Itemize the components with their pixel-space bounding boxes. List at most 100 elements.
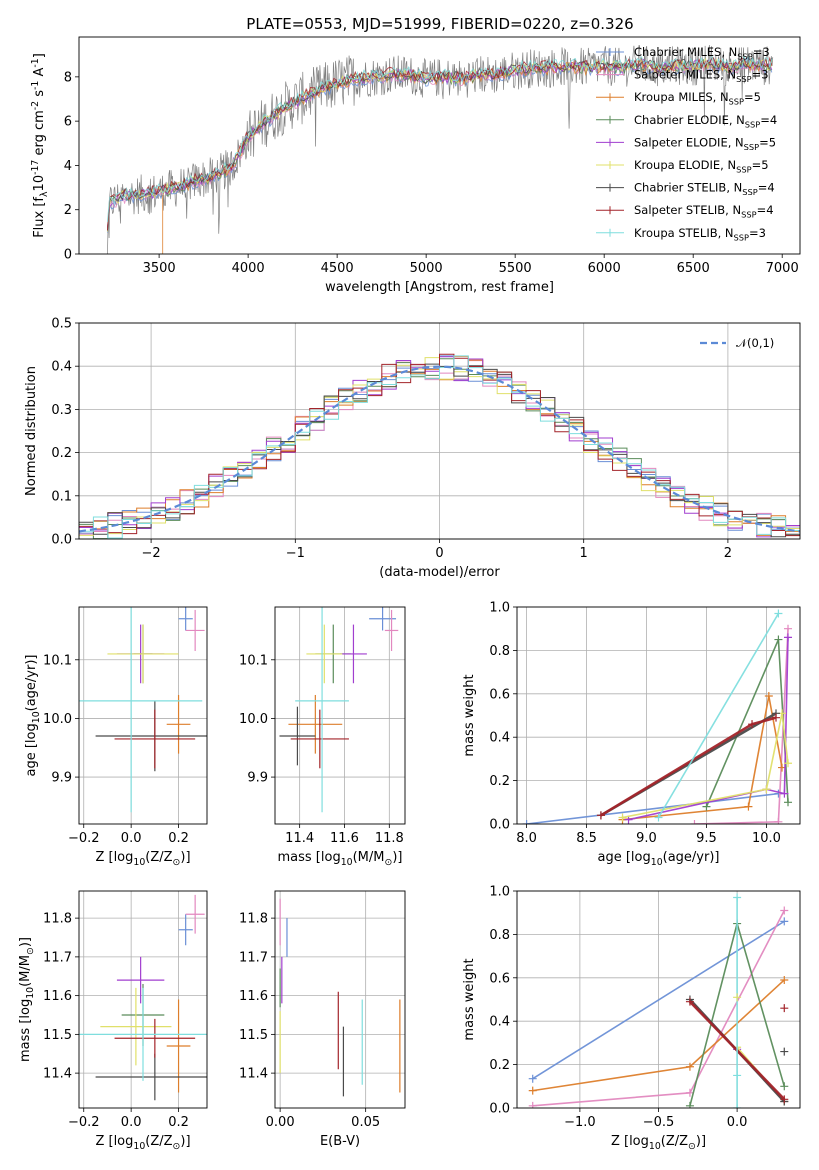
label-segment: 10 — [133, 1141, 145, 1152]
y-tick-label: 10.1 — [43, 653, 72, 668]
label-segment: Chabrier MILES, N — [634, 45, 737, 59]
y-tick-label: 0.1 — [51, 489, 72, 504]
x-tick-label: 10.0 — [752, 831, 781, 846]
weight-marker — [685, 1062, 694, 1071]
x-tick-label: 8.0 — [516, 831, 537, 846]
weight-marker — [780, 1095, 789, 1104]
x-tick-label: 11.8 — [375, 831, 404, 846]
label-segment: SSP — [729, 97, 744, 107]
y-tick-label: 0.6 — [489, 687, 510, 702]
weight-marker — [596, 811, 605, 820]
weight-marker — [784, 798, 793, 807]
y-tick-label: 0.2 — [489, 774, 510, 789]
x-tick-label: 5500 — [499, 261, 532, 276]
y-tick-label: 1.0 — [489, 885, 510, 900]
label-segment: 10 — [32, 175, 47, 192]
x-tick-label: 0.0 — [727, 1115, 748, 1130]
label-segment: Salpeter STELIB, N — [634, 203, 741, 217]
label-segment: SSP — [736, 74, 751, 84]
weight-marker — [762, 785, 771, 794]
label-segment: erg cm — [32, 110, 47, 159]
weight-line — [705, 639, 789, 807]
legend-label: Chabrier STELIB, NSSP=4 — [634, 181, 775, 197]
label-segment: Kroupa MILES, N — [634, 90, 729, 104]
x-tick-label: 9.0 — [636, 831, 657, 846]
y-tick-label: 11.5 — [239, 1028, 268, 1043]
weight-marker — [764, 691, 773, 700]
weight-marker — [780, 975, 789, 984]
weight-marker — [733, 893, 742, 902]
weight-line — [526, 792, 779, 824]
y-axis-label: mass [log10(M/M⊙)] — [18, 937, 36, 1062]
x-tick-label: 4000 — [232, 261, 265, 276]
y-axis-label: Normed distribution — [24, 366, 39, 496]
label-segment: )] — [18, 937, 33, 947]
label-segment: Kroupa STELIB, N — [634, 226, 734, 240]
legend-label: Salpeter STELIB, NSSP=4 — [634, 203, 774, 219]
y-tick-label: 9.9 — [247, 771, 268, 786]
label-segment: 10 — [649, 1141, 661, 1152]
weight-marker — [702, 802, 711, 811]
weight-marker — [744, 802, 753, 811]
weight-marker — [528, 1101, 537, 1108]
x-tick-label: −1.0 — [564, 1115, 596, 1130]
label-segment: =3 — [752, 68, 769, 82]
x-tick-label: 0.00 — [266, 1115, 295, 1130]
normal-curve — [79, 365, 800, 533]
x-tick-label: 3500 — [143, 261, 176, 276]
x-tick-label: 4500 — [321, 261, 354, 276]
weight-marker — [774, 609, 783, 618]
x-axis-label: Z [log10(Z/Z⊙)] — [95, 850, 190, 868]
x-tick-label: 2 — [724, 546, 732, 561]
histogram-step — [79, 355, 800, 539]
label-segment: age [log — [24, 723, 39, 776]
axes-frame — [78, 36, 801, 255]
x-tick-label: 1 — [580, 546, 588, 561]
weight-marker — [618, 813, 627, 822]
y-tick-label: 0.3 — [51, 403, 72, 418]
label-segment: =3 — [749, 226, 766, 240]
weight-marker — [774, 817, 783, 824]
axes-frame — [78, 322, 801, 540]
plot-area — [279, 898, 401, 1097]
label-segment: Chabrier ELODIE, N — [634, 113, 745, 127]
y-tick-label: 0.0 — [489, 818, 510, 833]
x-axis-label: age [log10(age/yr)] — [598, 850, 720, 868]
x-tick-label: 0.0 — [121, 831, 142, 846]
y-tick-label: 0.2 — [489, 1058, 510, 1073]
x-axis-label: mass [log10(M/M⊙)] — [278, 850, 403, 868]
y-tick-label: 0.5 — [51, 317, 72, 332]
axes-frame — [274, 890, 406, 1109]
label-segment: )] — [696, 1134, 706, 1149]
x-axis-label: (data-model)/error — [379, 565, 500, 580]
label-segment: -1 — [30, 81, 41, 90]
mass-vs-ebv-panel: 0.00 0.05 11.4 11.5 11.6 11.7 11.8 E(B-V) — [239, 890, 406, 1149]
label-segment: SSP — [742, 187, 757, 197]
y-tick-label: 10.0 — [43, 712, 72, 727]
weight-marker — [685, 1101, 694, 1108]
label-segment: (M/M — [18, 955, 33, 987]
y-tick-label: 0.0 — [51, 533, 72, 548]
y-tick-label: 8 — [64, 70, 72, 85]
age-vs-mass-panel: 11.4 11.6 11.8 9.9 10.0 10.1 mass [log10(M/M⊙)… — [239, 606, 406, 868]
weight-marker — [780, 906, 789, 915]
label-segment: ⊙ — [25, 947, 36, 955]
y-tick-label: 10.1 — [239, 653, 268, 668]
label-segment: 10 — [31, 711, 42, 723]
weight-marker — [780, 1082, 789, 1091]
figure-title: PLATE=0553, MJD=51999, FIBERID=0220, z=0… — [246, 15, 633, 33]
x-tick-label: 11.4 — [285, 831, 314, 846]
y-tick-label: 0.4 — [51, 360, 72, 375]
x-axis-label: Z [log10(Z/Z⊙)] — [611, 1134, 706, 1152]
label-segment: age [log — [598, 850, 651, 865]
label-segment: (Z/Z — [145, 850, 172, 865]
x-tick-label: −0.5 — [643, 1115, 675, 1130]
y-tick-label: 11.6 — [43, 989, 72, 1004]
label-segment: 10 — [341, 857, 353, 868]
y-tick-label: 11.4 — [239, 1067, 268, 1082]
y-tick-label: 0.4 — [489, 1015, 510, 1030]
axes-frame — [516, 606, 801, 825]
label-segment: ⊙ — [384, 857, 392, 868]
weight-marker — [522, 820, 531, 824]
label-segment: ] — [32, 53, 47, 58]
